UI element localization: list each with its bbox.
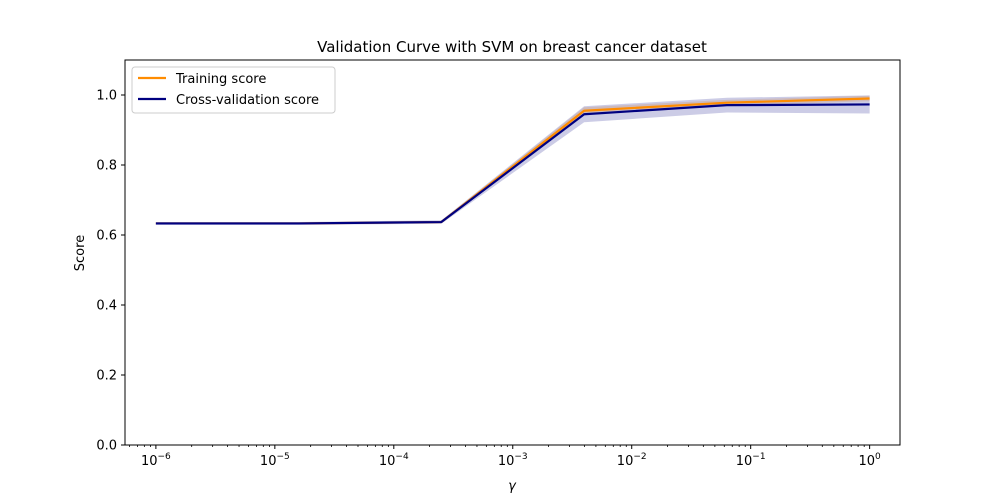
series-lines	[155, 97, 870, 225]
x-tick-label: 10−5	[260, 452, 290, 469]
y-tick-label: 0.2	[96, 369, 117, 384]
band-training	[155, 95, 870, 225]
legend: Training score Cross-validation score	[131, 66, 336, 114]
y-tick-label: 0.4	[96, 299, 117, 314]
y-axis-title: Score	[73, 235, 88, 271]
line-cross-validation	[155, 103, 870, 225]
x-axis-title: γ	[508, 479, 517, 494]
x-axis: 10−6 10−5 10−4 10−3 10−2 10−1 100	[129, 445, 881, 469]
x-tick-label: 10−4	[379, 452, 409, 469]
plot-frame	[124, 59, 901, 446]
y-tick-label: 1.0	[96, 89, 117, 104]
y-tick-label: 0.6	[96, 229, 117, 244]
confidence-bands	[155, 95, 870, 225]
legend-label-training: Training score	[175, 72, 266, 87]
y-tick-label: 0.8	[96, 159, 117, 174]
x-tick-label: 10−1	[736, 452, 766, 469]
x-tick-label: 10−6	[141, 452, 171, 469]
legend-box	[131, 66, 336, 114]
x-tick-label: 10−2	[617, 452, 647, 469]
chart-title: Validation Curve with SVM on breast canc…	[317, 38, 707, 56]
line-training	[155, 97, 870, 225]
x-tick-label: 10−3	[498, 452, 528, 469]
y-axis: 0.0 0.2 0.4 0.6 0.8 1.0	[96, 89, 125, 454]
y-tick-label: 0.0	[96, 439, 117, 454]
legend-label-cross-validation: Cross-validation score	[176, 93, 319, 108]
x-tick-label: 100	[858, 452, 881, 469]
band-cross-validation	[155, 95, 870, 225]
